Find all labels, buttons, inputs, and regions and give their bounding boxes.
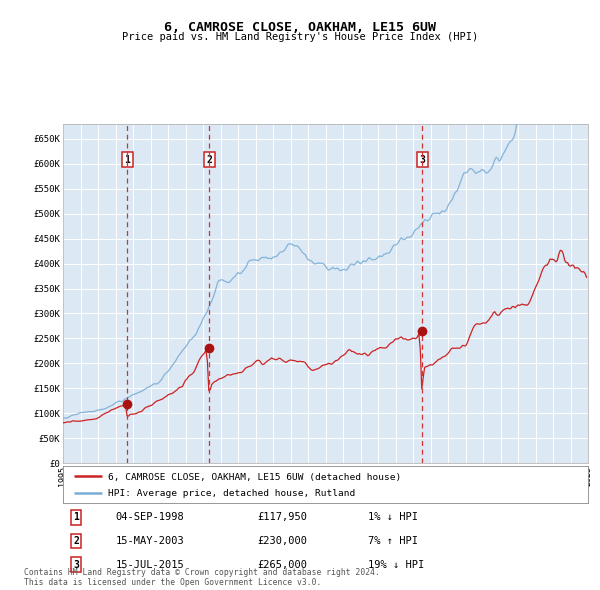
Text: 2: 2 <box>73 536 79 546</box>
Text: 19% ↓ HPI: 19% ↓ HPI <box>367 560 424 569</box>
Text: 15-MAY-2003: 15-MAY-2003 <box>115 536 184 546</box>
Text: 1% ↓ HPI: 1% ↓ HPI <box>367 513 418 522</box>
Text: 6, CAMROSE CLOSE, OAKHAM, LE15 6UW: 6, CAMROSE CLOSE, OAKHAM, LE15 6UW <box>164 21 436 34</box>
Text: £265,000: £265,000 <box>257 560 307 569</box>
Text: 6, CAMROSE CLOSE, OAKHAM, LE15 6UW (detached house): 6, CAMROSE CLOSE, OAKHAM, LE15 6UW (deta… <box>107 473 401 481</box>
Text: 1: 1 <box>73 513 79 522</box>
Text: 7% ↑ HPI: 7% ↑ HPI <box>367 536 418 546</box>
Text: 04-SEP-1998: 04-SEP-1998 <box>115 513 184 522</box>
Text: Contains HM Land Registry data © Crown copyright and database right 2024.: Contains HM Land Registry data © Crown c… <box>24 568 380 577</box>
Text: £117,950: £117,950 <box>257 513 307 522</box>
Text: HPI: Average price, detached house, Rutland: HPI: Average price, detached house, Rutl… <box>107 489 355 499</box>
Text: 3: 3 <box>419 155 425 165</box>
Text: This data is licensed under the Open Government Licence v3.0.: This data is licensed under the Open Gov… <box>24 578 322 587</box>
Text: 15-JUL-2015: 15-JUL-2015 <box>115 560 184 569</box>
Text: 2: 2 <box>206 155 212 165</box>
Text: £230,000: £230,000 <box>257 536 307 546</box>
Text: Price paid vs. HM Land Registry's House Price Index (HPI): Price paid vs. HM Land Registry's House … <box>122 32 478 42</box>
Text: 1: 1 <box>124 155 130 165</box>
Text: 3: 3 <box>73 560 79 569</box>
